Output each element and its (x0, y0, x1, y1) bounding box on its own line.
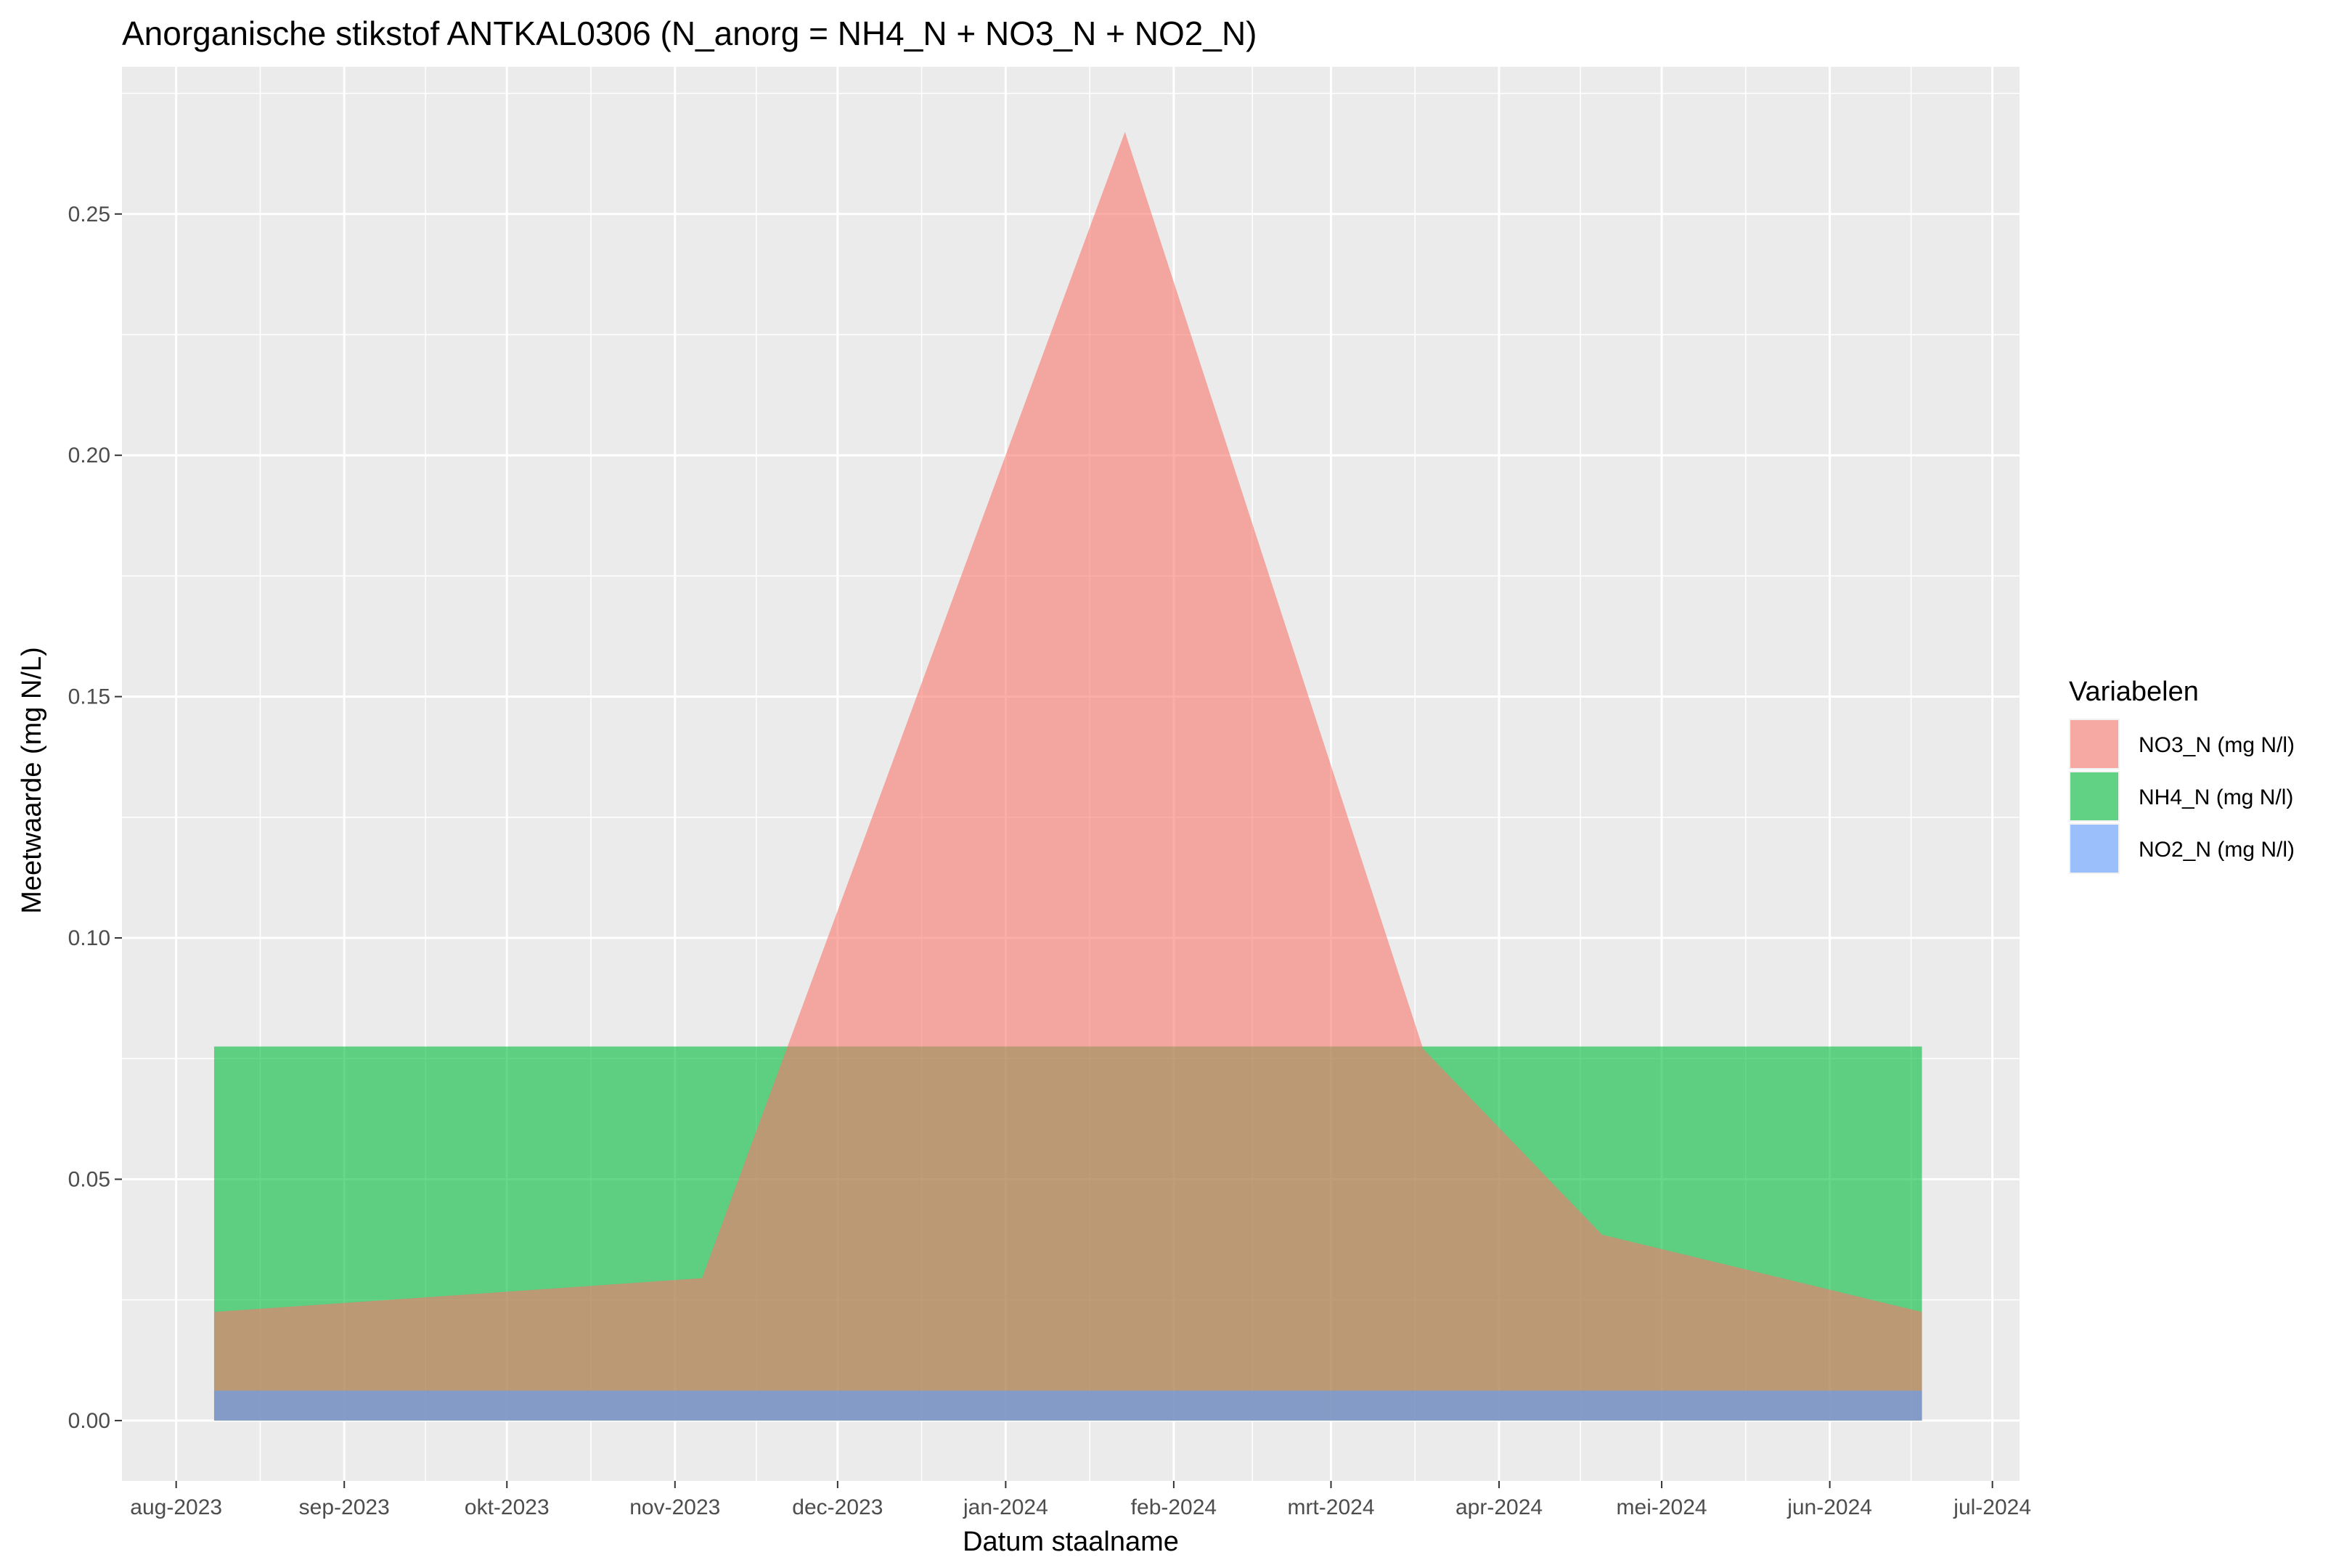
chart-title: Anorganische stikstof ANTKAL0306 (N_anor… (122, 15, 1257, 52)
x-tick-label: jul-2024 (1953, 1495, 2031, 1519)
legend-swatch-nh4-n (2070, 772, 2118, 820)
legend-label-nh4-n: NH4_N (mg N/l) (2139, 785, 2293, 809)
y-tick-label: 0.05 (68, 1167, 110, 1191)
legend-label-no3-n: NO3_N (mg N/l) (2139, 733, 2295, 757)
x-tick-label: okt-2023 (465, 1495, 550, 1519)
y-tick-label: 0.00 (68, 1409, 110, 1433)
legend-title: Variabelen (2069, 677, 2199, 707)
x-tick-label: sep-2023 (299, 1495, 390, 1519)
x-tick-label: feb-2024 (1131, 1495, 1217, 1519)
x-axis-ticks: aug-2023 sep-2023 okt-2023 nov-2023 dec-2023… (130, 1481, 2031, 1519)
x-tick-label: jun-2024 (1787, 1495, 1872, 1519)
area-layer (213, 131, 1922, 1421)
y-tick-label: 0.10 (68, 926, 110, 950)
x-tick-label: apr-2024 (1455, 1495, 1543, 1519)
x-tick-label: aug-2023 (130, 1495, 222, 1519)
x-tick-label: jan-2024 (963, 1495, 1048, 1519)
x-tick-label: mei-2024 (1617, 1495, 1707, 1519)
x-axis-title: Datum staalname (963, 1527, 1179, 1557)
legend-label-no2-n: NO2_N (mg N/l) (2139, 838, 2295, 862)
area-no3-n (213, 131, 1922, 1421)
y-axis-title: Meetwaarde (mg N/L) (17, 647, 47, 913)
y-tick-label: 0.15 (68, 685, 110, 709)
y-tick-label: 0.20 (68, 444, 110, 467)
legend-swatch-no3-n (2070, 720, 2118, 768)
legend-swatch-no2-n (2070, 825, 2118, 873)
legend: Variabelen NO3_N (mg N/l) NH4_N (mg N/l) N… (2069, 677, 2295, 874)
y-tick-label: 0.25 (68, 203, 110, 226)
x-tick-label: nov-2023 (629, 1495, 720, 1519)
area-no2-n (213, 1390, 1922, 1421)
x-tick-label: dec-2023 (792, 1495, 883, 1519)
x-tick-label: mrt-2024 (1287, 1495, 1374, 1519)
y-axis-ticks: 0.00 0.05 0.10 0.15 0.20 0.25 (68, 203, 122, 1433)
